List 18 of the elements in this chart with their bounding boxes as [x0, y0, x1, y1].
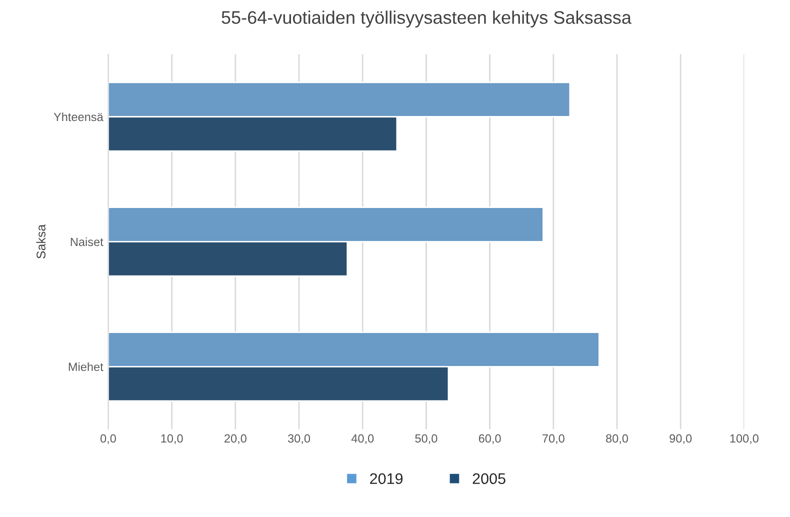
x-tick-label: 20,0 — [224, 434, 246, 444]
x-tick-label: 80,0 — [606, 434, 628, 444]
x-tick-label: 40,0 — [351, 434, 374, 444]
x-tick-label: 50,0 — [415, 434, 438, 444]
chart-title: 55-64-vuotiaiden työllisyysasteen kehitys Saksassa — [222, 10, 632, 28]
x-tick-label: 60,0 — [478, 434, 501, 444]
x-tick-label: 0,0 — [100, 434, 116, 444]
legend-label: 2005 — [472, 473, 506, 484]
x-tick-label: 90,0 — [670, 434, 692, 444]
x-tick-label: 30,0 — [288, 434, 310, 444]
legend-label: 2019 — [370, 473, 403, 484]
x-tick-label: 100,0 — [730, 434, 758, 444]
y-tick-label: Miehet — [68, 362, 104, 372]
x-tick-label: 10,0 — [161, 434, 183, 444]
y-tick-label: Yhteensä — [54, 112, 104, 122]
x-tick-label: 70,0 — [542, 434, 564, 444]
y-axis-title: Saksa — [36, 224, 46, 258]
y-tick-label: Naiset — [70, 237, 104, 246]
